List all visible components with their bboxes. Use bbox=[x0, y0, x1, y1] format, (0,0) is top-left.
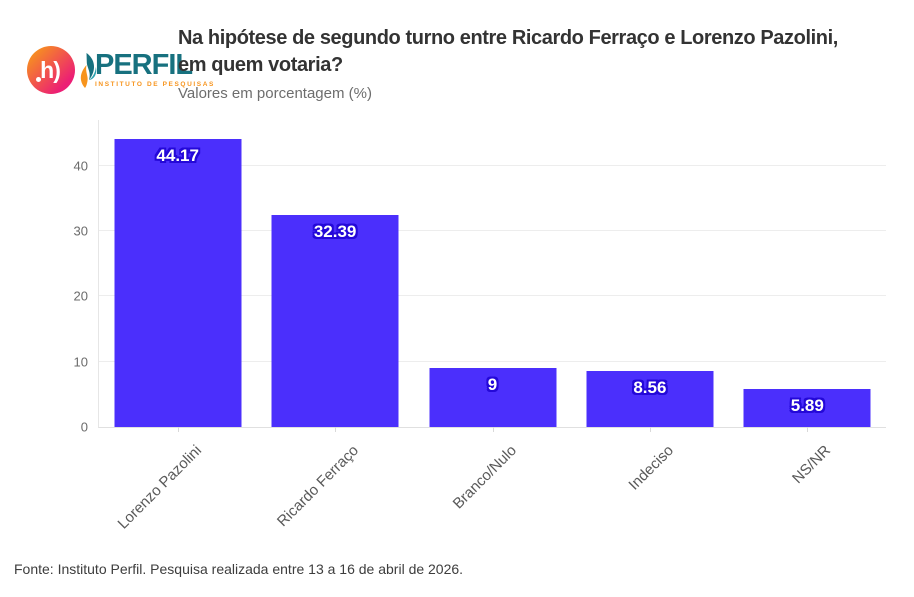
x-axis: Lorenzo Pazolini Ricardo Ferraço Branco/Nu… bbox=[98, 427, 885, 567]
bar-value-label: 5.89 bbox=[790, 395, 824, 415]
gridline bbox=[99, 360, 886, 362]
bar: 44.17 bbox=[114, 138, 242, 427]
chart-subtitle: Valores em porcentagem (%) bbox=[178, 85, 372, 102]
title-line-2: em quem votaria? bbox=[178, 54, 343, 76]
bar: 32.39 bbox=[271, 215, 399, 427]
x-axis-tick bbox=[649, 427, 651, 432]
bar-value-label: 44.17 bbox=[156, 145, 199, 165]
plot-area: 44.17 32.39 9 8.56 5.89 bbox=[98, 120, 886, 432]
h-circle-logo: h) bbox=[27, 46, 75, 94]
source-note: Fonte: Instituto Perfil. Pesquisa realiz… bbox=[14, 561, 464, 577]
perfil-brand-text: PERFIL bbox=[95, 49, 193, 81]
y-axis-tick-label: 10 bbox=[73, 354, 88, 370]
title-line-1: Na hipótese de segundo turno entre Ricar… bbox=[178, 27, 838, 49]
bar: 8.56 bbox=[586, 371, 714, 427]
y-axis-tick-label: 20 bbox=[73, 288, 88, 304]
bar-value-label: 32.39 bbox=[313, 222, 357, 242]
y-axis: 0 10 20 30 40 bbox=[0, 120, 88, 434]
perfil-wordmark: PERFIL INSTITUTO DE PESQUISAS bbox=[95, 50, 215, 88]
y-axis-tick-label: 30 bbox=[73, 223, 88, 239]
gridline bbox=[99, 164, 886, 166]
h-logo-monogram: h) bbox=[40, 56, 61, 83]
bar: 5.89 bbox=[743, 388, 871, 427]
bar-value-label: 8.56 bbox=[633, 378, 667, 398]
x-axis-label: NS/NR bbox=[789, 442, 835, 488]
x-axis-tick bbox=[492, 427, 494, 432]
y-axis-tick-label: 40 bbox=[73, 158, 88, 174]
bar-value-label: 9 bbox=[487, 375, 498, 395]
gridline bbox=[99, 230, 886, 232]
flame-icon bbox=[77, 52, 99, 95]
h-logo-dot-icon bbox=[36, 77, 41, 82]
x-axis-tick bbox=[807, 427, 809, 432]
perfil-tagline: INSTITUTO DE PESQUISAS bbox=[95, 81, 215, 88]
perfil-logo: PERFIL INSTITUTO DE PESQUISAS bbox=[77, 50, 215, 95]
bar: 9 bbox=[429, 368, 556, 427]
x-axis-tick bbox=[335, 427, 337, 432]
page-title: Na hipótese de segundo turno entre Ricar… bbox=[178, 25, 914, 79]
x-axis-tick bbox=[177, 427, 179, 432]
gridline bbox=[99, 295, 886, 297]
x-axis-label: Indeciso bbox=[625, 442, 677, 494]
y-axis-tick-label: 0 bbox=[80, 419, 88, 435]
